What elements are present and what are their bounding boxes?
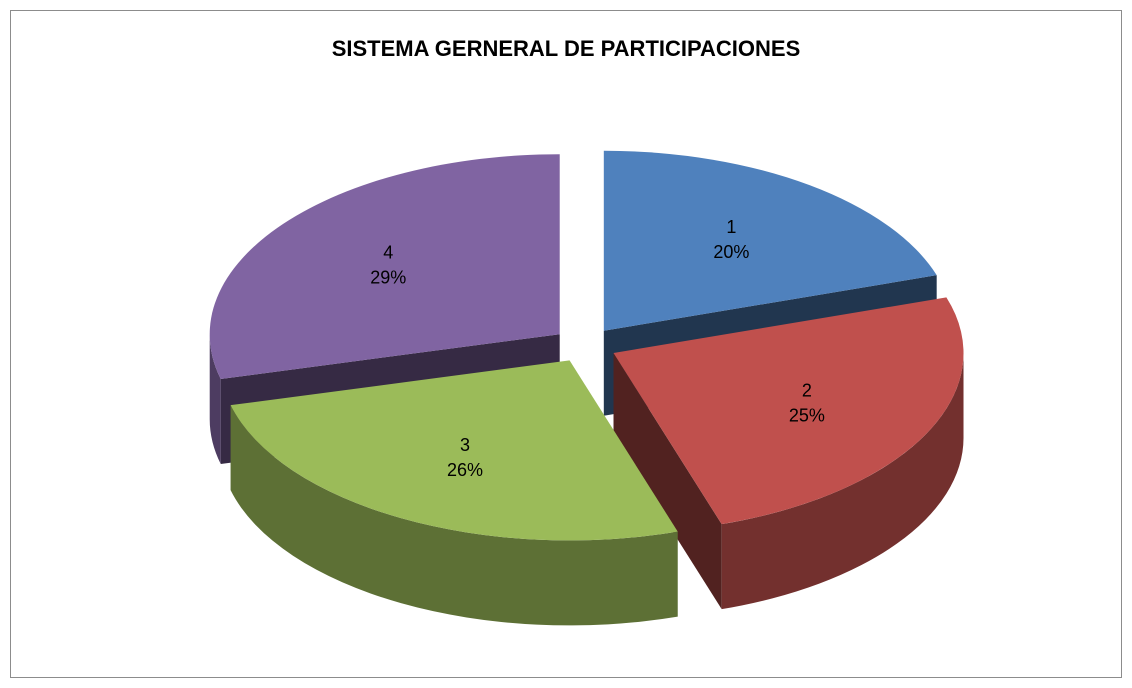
slice-value-label: 20% <box>713 242 749 262</box>
slice <box>613 297 964 610</box>
slice-category-label: 2 <box>802 380 812 400</box>
slice-value-label: 26% <box>447 460 483 480</box>
chart-title: SISTEMA GERNERAL DE PARTICIPACIONES <box>332 36 801 61</box>
slice <box>230 360 678 626</box>
slice <box>603 150 937 331</box>
slice-value-label: 29% <box>370 268 406 288</box>
slice-side <box>209 334 221 464</box>
slice-category-label: 1 <box>726 217 736 237</box>
slice <box>613 297 964 525</box>
slice <box>230 360 678 541</box>
slice-category-label: 3 <box>460 435 470 455</box>
slice-category-label: 4 <box>383 243 393 263</box>
slice-side <box>613 352 722 610</box>
pie <box>209 150 964 626</box>
slice-side <box>230 405 678 626</box>
slice-side <box>721 352 964 610</box>
slice-value-label: 25% <box>789 405 825 425</box>
slice <box>209 154 560 379</box>
